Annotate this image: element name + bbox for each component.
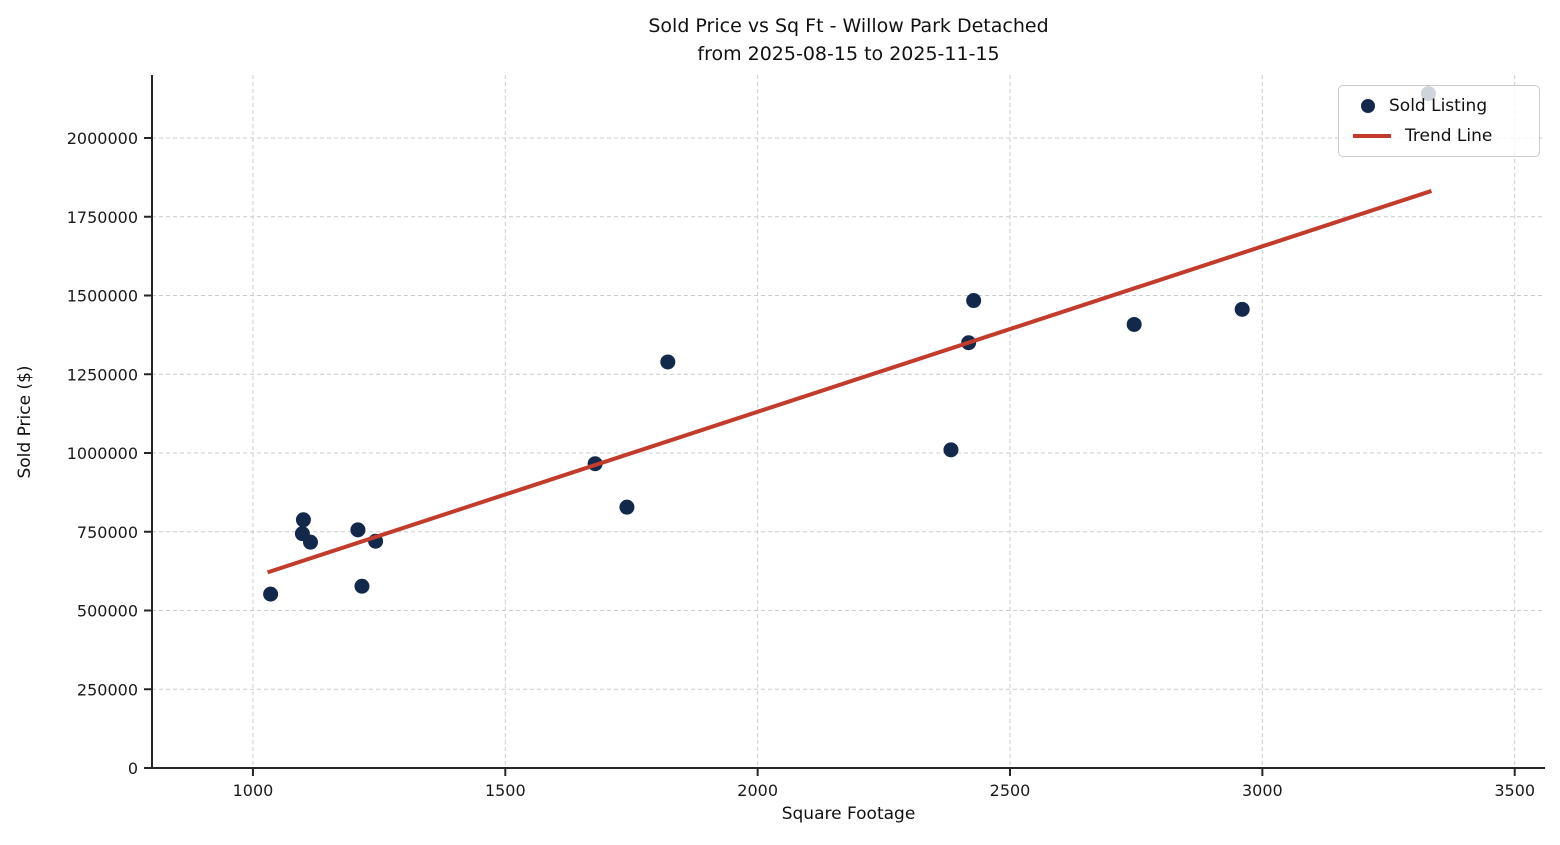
y-tick-label: 750000: [77, 523, 138, 542]
data-point: [354, 578, 370, 594]
data-point: [660, 354, 676, 370]
x-axis-label: Square Footage: [781, 804, 916, 824]
x-tick-label: 3000: [1242, 781, 1283, 800]
data-point: [350, 522, 366, 538]
y-tick-label: 1750000: [67, 208, 138, 227]
data-point: [263, 586, 279, 602]
y-tick-label: 1250000: [67, 365, 138, 384]
legend-label-sold-listing: Sold Listing: [1389, 96, 1488, 116]
legend-label-trend-line: Trend Line: [1405, 126, 1493, 146]
sold-listing-marker-icon: [1361, 99, 1375, 113]
chart-title: Sold Price vs Sq Ft - Willow Park Detach…: [152, 12, 1545, 68]
x-tick-label: 3500: [1494, 781, 1535, 800]
data-point: [619, 499, 635, 515]
legend-item-sold-listing: Sold Listing: [1353, 96, 1525, 116]
y-tick-label: 1000000: [67, 444, 138, 463]
legend: Sold Listing Trend Line: [1338, 85, 1540, 157]
data-point: [943, 442, 959, 458]
x-tick-label: 1000: [233, 781, 274, 800]
y-tick-label: 1500000: [67, 287, 138, 306]
y-tick-label: 250000: [77, 680, 138, 699]
x-tick-label: 2500: [990, 781, 1031, 800]
data-point: [1126, 316, 1142, 332]
legend-item-trend-line: Trend Line: [1353, 126, 1525, 146]
data-point: [302, 534, 318, 550]
data-point: [966, 293, 982, 309]
trend-line-marker-icon: [1353, 134, 1391, 138]
data-point: [295, 512, 311, 528]
y-tick-label: 2000000: [67, 129, 138, 148]
x-tick-label: 1500: [485, 781, 526, 800]
chart-title-line2: from 2025-08-15 to 2025-11-15: [697, 43, 1000, 65]
y-tick-label: 0: [128, 759, 138, 778]
y-tick-label: 500000: [77, 602, 138, 621]
x-tick-label: 2000: [737, 781, 778, 800]
data-point: [1234, 301, 1250, 317]
trend-line: [266, 189, 1433, 575]
chart-title-line1: Sold Price vs Sq Ft - Willow Park Detach…: [648, 15, 1049, 37]
y-axis-label: Sold Price ($): [15, 365, 35, 479]
